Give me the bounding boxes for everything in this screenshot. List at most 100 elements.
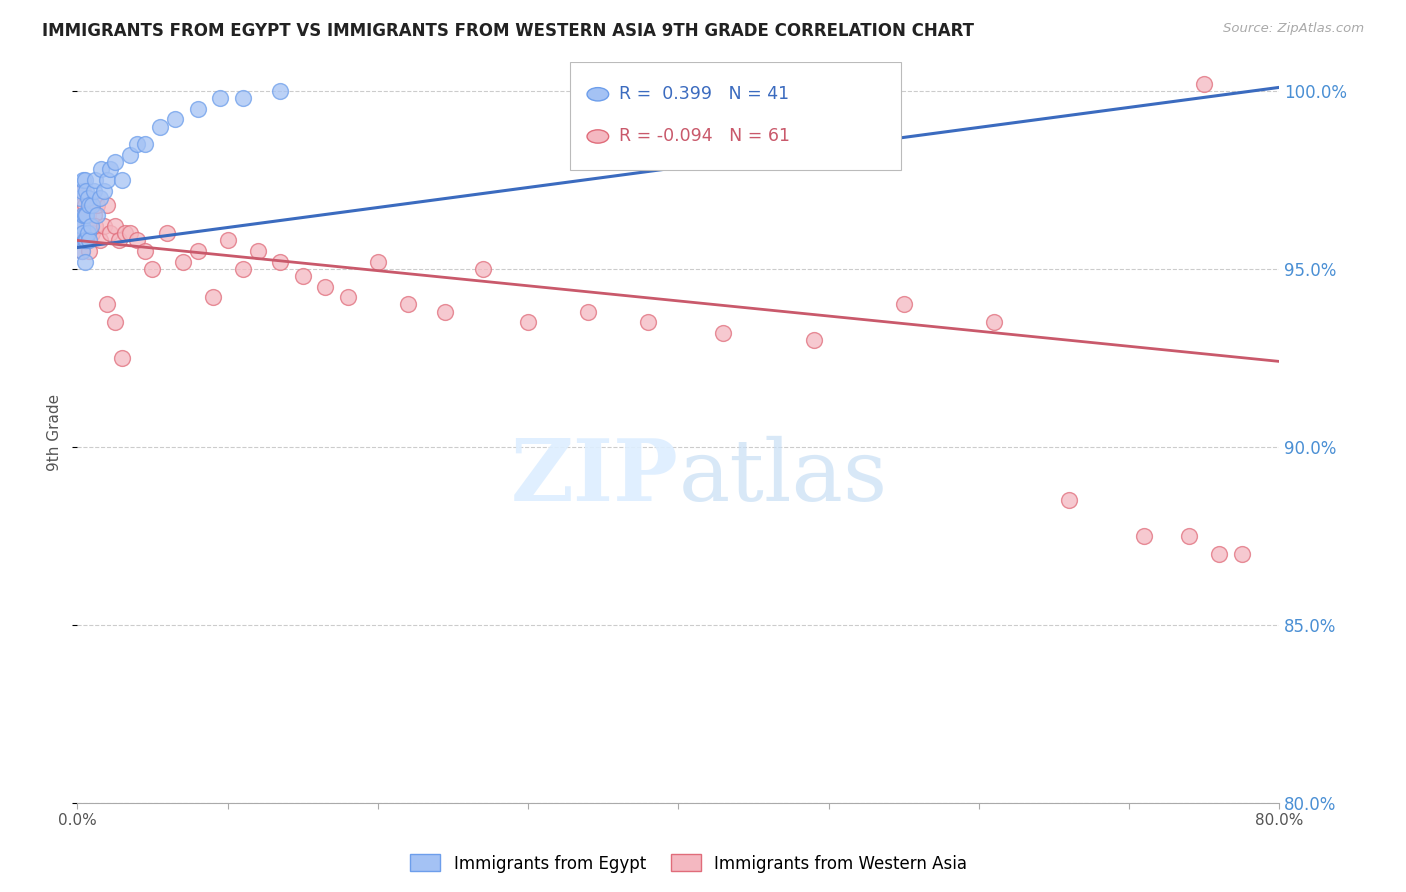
Point [69, 191, 91, 205]
Point [83, 209, 105, 223]
Point [127, 137, 149, 152]
Point [86, 198, 108, 212]
Text: IMMIGRANTS FROM EGYPT VS IMMIGRANTS FROM WESTERN ASIA 9TH GRADE CORRELATION CHAR: IMMIGRANTS FROM EGYPT VS IMMIGRANTS FROM… [42, 22, 974, 40]
Point [96, 297, 118, 311]
Point [114, 227, 136, 241]
Point [69, 219, 91, 234]
Point [69, 216, 91, 230]
Point [79, 244, 101, 258]
Point [232, 261, 254, 276]
Circle shape [588, 130, 609, 143]
Point [72, 184, 94, 198]
Point [172, 254, 194, 268]
Point [434, 304, 457, 318]
Point [79, 234, 101, 248]
Point [134, 244, 156, 258]
Point [111, 351, 134, 365]
Point [517, 315, 540, 329]
Text: ZIP: ZIP [510, 435, 679, 519]
Text: Source: ZipAtlas.com: Source: ZipAtlas.com [1223, 22, 1364, 36]
Point [217, 234, 239, 248]
Point [314, 279, 336, 293]
Point [76, 209, 98, 223]
Point [1133, 529, 1156, 543]
Point [96, 198, 118, 212]
Point [89, 234, 111, 248]
Point [73, 198, 96, 212]
Point [246, 244, 269, 258]
Point [1057, 493, 1080, 508]
Point [70, 244, 93, 258]
Point [1208, 547, 1230, 561]
Point [80, 198, 103, 212]
Point [75, 227, 97, 241]
Point [134, 137, 156, 152]
Point [72, 227, 94, 241]
Legend: Immigrants from Egypt, Immigrants from Western Asia: Immigrants from Egypt, Immigrants from W… [404, 847, 974, 880]
Point [111, 173, 134, 187]
Point [67, 234, 90, 248]
Point [72, 227, 94, 241]
Y-axis label: 9th Grade: 9th Grade [46, 394, 62, 471]
Point [70, 244, 93, 258]
Point [637, 315, 659, 329]
Point [73, 173, 96, 187]
Point [72, 209, 94, 223]
Point [83, 184, 105, 198]
Point [104, 219, 127, 234]
Point [75, 234, 97, 248]
Point [472, 261, 495, 276]
Text: atlas: atlas [679, 435, 887, 518]
Point [141, 261, 163, 276]
Point [76, 234, 98, 248]
Point [82, 227, 104, 241]
Point [118, 227, 141, 241]
Point [100, 162, 122, 177]
Point [93, 184, 115, 198]
Point [100, 227, 122, 241]
Point [82, 198, 104, 212]
Point [75, 209, 97, 223]
Point [76, 191, 98, 205]
Point [1194, 77, 1216, 91]
Text: R = -0.094   N = 61: R = -0.094 N = 61 [620, 128, 790, 145]
Point [70, 219, 93, 234]
Point [84, 173, 107, 187]
Point [118, 148, 141, 162]
Point [72, 173, 94, 187]
Point [576, 304, 599, 318]
Point [67, 234, 90, 248]
Point [269, 84, 291, 98]
Point [336, 290, 359, 304]
Point [803, 333, 825, 347]
Point [201, 290, 224, 304]
Point [232, 91, 254, 105]
Point [1230, 547, 1253, 561]
Point [1178, 529, 1201, 543]
Point [90, 162, 112, 177]
Point [70, 184, 93, 198]
Point [149, 120, 172, 134]
Point [73, 234, 96, 248]
Point [291, 268, 314, 283]
Point [73, 254, 96, 268]
Point [70, 198, 93, 212]
Point [84, 219, 107, 234]
Point [104, 155, 127, 169]
Point [104, 315, 127, 329]
Circle shape [588, 87, 609, 101]
Point [79, 198, 101, 212]
Text: R =  0.399   N = 41: R = 0.399 N = 41 [620, 86, 790, 103]
Point [73, 209, 96, 223]
Point [73, 234, 96, 248]
Point [187, 244, 209, 258]
Point [96, 173, 118, 187]
Point [127, 234, 149, 248]
Point [893, 297, 915, 311]
Point [80, 219, 103, 234]
Point [75, 209, 97, 223]
Point [396, 297, 419, 311]
Point [79, 219, 101, 234]
Point [93, 219, 115, 234]
Point [75, 184, 97, 198]
